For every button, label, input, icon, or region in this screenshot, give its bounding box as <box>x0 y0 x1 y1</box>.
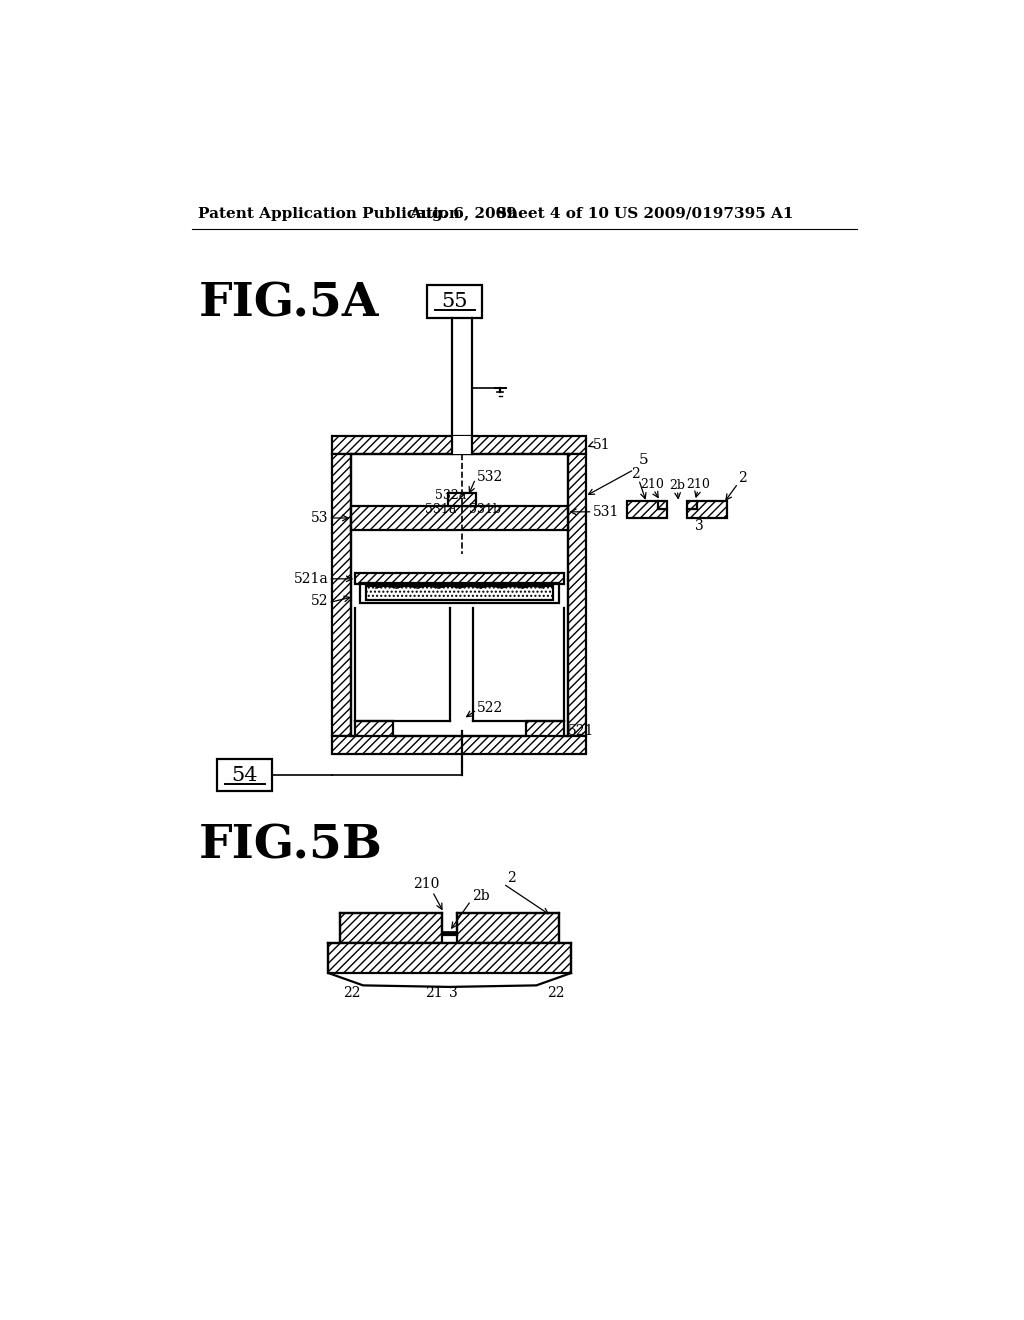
Bar <box>351 454 568 737</box>
Bar <box>457 913 559 942</box>
Text: 532a: 532a <box>435 490 466 502</box>
Text: 522: 522 <box>477 701 504 715</box>
Text: 54: 54 <box>231 766 258 784</box>
Text: FIG.5A: FIG.5A <box>199 280 379 326</box>
Bar <box>333 737 587 755</box>
Text: 210: 210 <box>413 876 439 891</box>
Bar <box>333 454 351 737</box>
Bar <box>628 502 668 517</box>
Text: 21: 21 <box>425 986 442 1001</box>
Bar <box>367 586 553 599</box>
Bar <box>525 721 564 742</box>
Text: 52: 52 <box>311 594 329 609</box>
Text: 51: 51 <box>593 438 610 451</box>
Text: 2: 2 <box>631 467 640 480</box>
Bar <box>354 573 564 585</box>
Bar <box>427 285 482 318</box>
Bar <box>354 721 393 742</box>
Bar <box>568 454 587 737</box>
Text: 2b: 2b <box>670 479 685 492</box>
Text: 53: 53 <box>311 511 329 525</box>
Bar <box>447 492 475 507</box>
Text: Sheet 4 of 10: Sheet 4 of 10 <box>497 207 609 220</box>
Text: 55: 55 <box>441 292 468 312</box>
Text: 210: 210 <box>686 478 710 491</box>
Text: FIG.5B: FIG.5B <box>199 822 382 869</box>
Bar <box>687 502 727 517</box>
Text: 532: 532 <box>477 470 504 484</box>
Text: 3: 3 <box>695 519 703 533</box>
Text: 210: 210 <box>640 478 664 491</box>
Bar <box>217 759 272 792</box>
Text: 22: 22 <box>343 986 360 1001</box>
Text: 5: 5 <box>639 453 648 467</box>
Text: 531b: 531b <box>469 503 502 516</box>
Text: 521: 521 <box>568 725 594 738</box>
Text: Patent Application Publication: Patent Application Publication <box>199 207 461 220</box>
Text: 3: 3 <box>449 986 458 1001</box>
Text: 531a: 531a <box>425 503 456 516</box>
Text: 2: 2 <box>507 871 516 884</box>
Bar <box>340 913 441 942</box>
Text: Aug. 6, 2009: Aug. 6, 2009 <box>410 207 517 220</box>
Text: 2b: 2b <box>472 890 490 903</box>
Text: US 2009/0197395 A1: US 2009/0197395 A1 <box>614 207 794 220</box>
Bar <box>442 931 457 933</box>
Text: 531: 531 <box>593 504 618 519</box>
Text: 22: 22 <box>547 986 564 1001</box>
Bar <box>452 436 472 454</box>
Bar <box>351 507 568 529</box>
Bar <box>329 942 571 973</box>
Text: 521a: 521a <box>294 572 329 586</box>
Bar <box>360 583 559 603</box>
Bar <box>333 436 587 454</box>
Text: 2: 2 <box>738 471 746 484</box>
